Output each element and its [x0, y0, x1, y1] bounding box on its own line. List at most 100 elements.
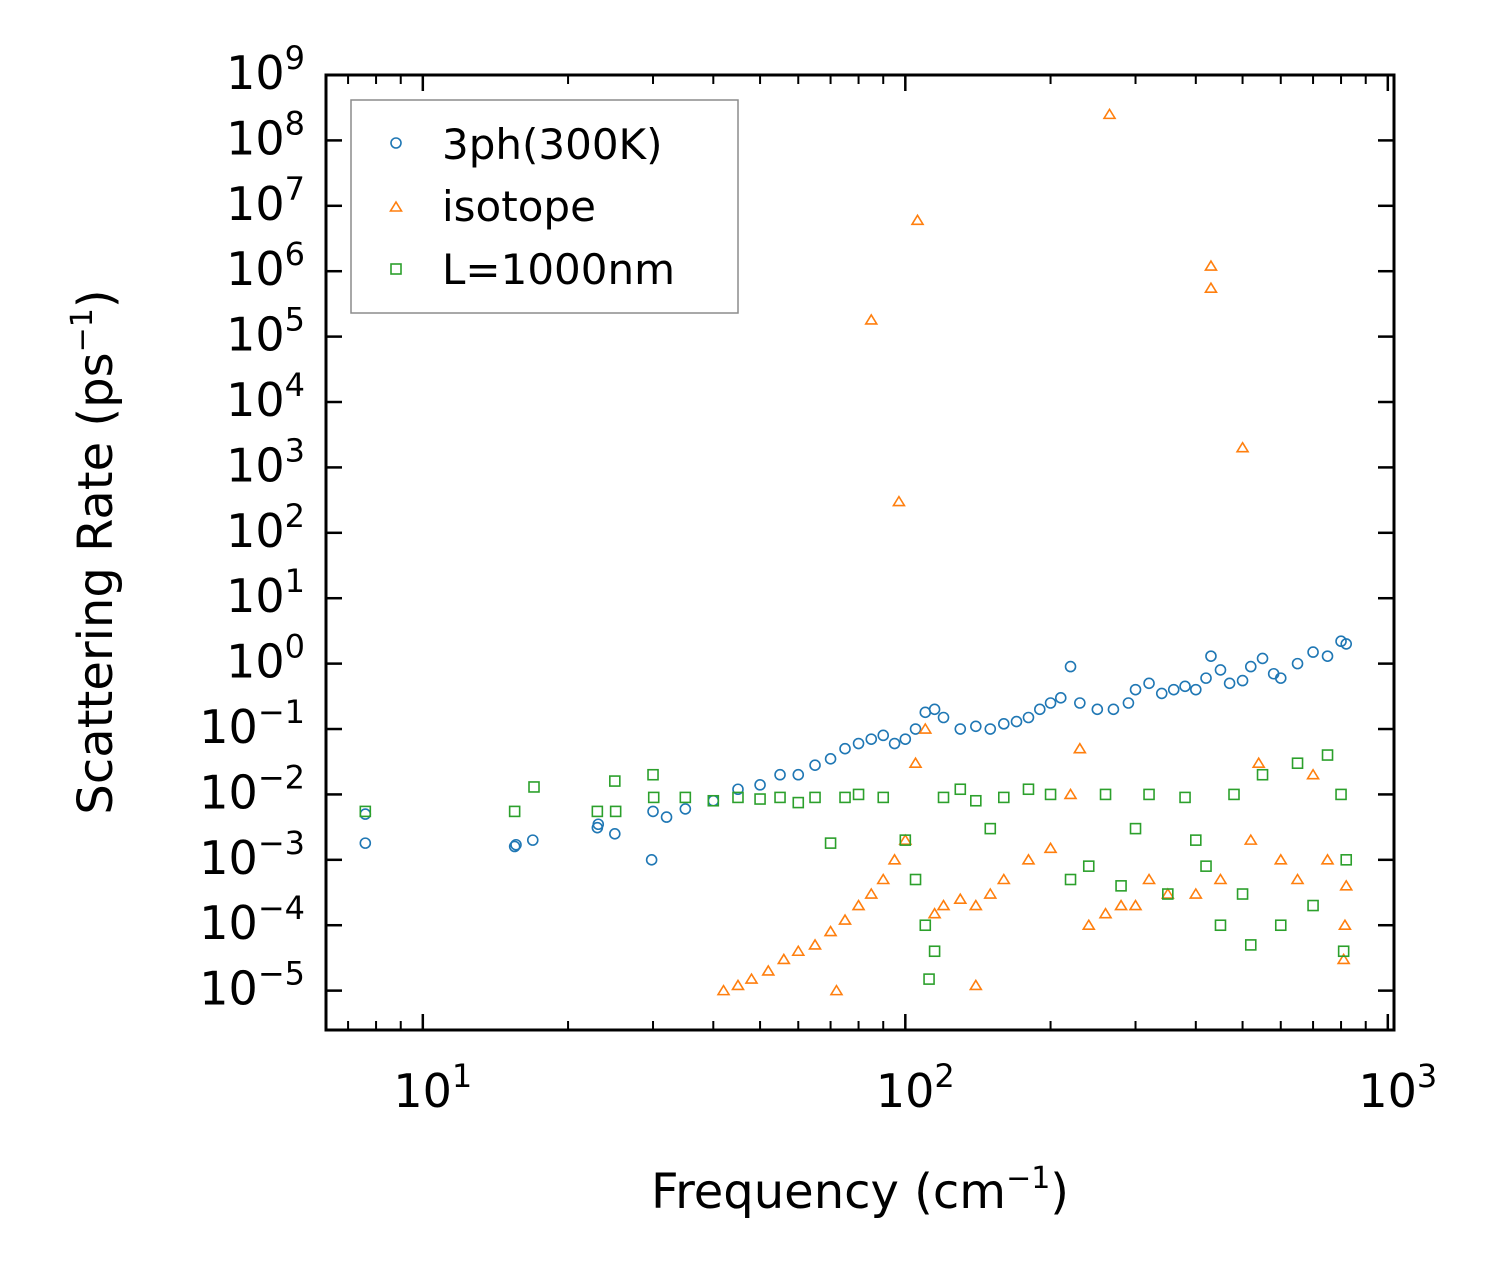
point-square [609, 805, 622, 818]
point-circle [1034, 703, 1046, 716]
point-triangle [1273, 853, 1288, 865]
point-circle [359, 837, 372, 849]
point-circle [1122, 697, 1135, 709]
x-tick-exp: 2 [934, 1057, 954, 1095]
point-triangle [864, 887, 879, 899]
y-tick-exp: 7 [285, 170, 305, 208]
point-square [1179, 791, 1191, 804]
legend-marker-square-icon [390, 263, 402, 275]
y-tick-base: 10 [199, 831, 258, 885]
y-tick-label: 102 [226, 497, 305, 558]
legend-label-3ph: 3ph(300K) [442, 120, 662, 169]
point-square [923, 973, 935, 985]
point-square [1244, 939, 1257, 951]
point-triangle [1306, 768, 1320, 780]
point-square [647, 768, 659, 781]
y-tick-exp: −1 [258, 693, 305, 731]
point-square [1162, 888, 1174, 900]
point-triangle [908, 756, 923, 769]
y-tick-exp: 9 [285, 39, 305, 77]
point-triangle [1072, 742, 1087, 754]
point-circle [1074, 697, 1086, 709]
legend-box [350, 99, 739, 314]
point-square [1337, 945, 1350, 958]
x-tick-exp: 1 [452, 1057, 472, 1095]
point-square [1143, 788, 1155, 801]
point-circle [909, 723, 922, 735]
point-circle [510, 838, 522, 851]
point-triangle [731, 978, 745, 991]
point-triangle [1243, 833, 1258, 845]
point-square [877, 791, 890, 804]
legend-item-3ph: 3ph(300K) [390, 120, 662, 169]
y-tick-labels: 10−510−410−310−210−110010110210310410510… [199, 39, 305, 1016]
y-tick-exp: 0 [285, 628, 305, 666]
point-square [591, 805, 604, 818]
point-circle [1200, 672, 1212, 684]
x-tick-label: 101 [393, 1057, 472, 1118]
y-tick-base: 10 [199, 700, 258, 754]
point-circle [679, 803, 692, 815]
x-tick-label: 103 [1358, 1057, 1437, 1118]
y-tick-label: 104 [226, 366, 305, 427]
point-square [754, 793, 766, 805]
point-triangle [838, 913, 852, 925]
point-circle [508, 840, 521, 853]
point-circle [754, 779, 766, 791]
point-square [984, 822, 997, 835]
y-tick-exp: 6 [285, 235, 305, 273]
point-triangle [851, 899, 866, 911]
point-triangle [823, 925, 838, 937]
point-circle [865, 733, 878, 745]
point-square [839, 791, 851, 804]
point-triangle [953, 892, 968, 904]
major-ticks [326, 73, 1394, 1030]
point-square [1190, 834, 1202, 846]
series-circle [359, 635, 1353, 866]
y-tick-label: 10−3 [199, 824, 305, 885]
legend-item-l1000nm: L=1000nm [390, 245, 675, 294]
y-tick-exp: 3 [285, 431, 305, 469]
point-circle [970, 720, 982, 733]
point-circle [1256, 652, 1269, 665]
point-triangle [864, 313, 879, 325]
point-circle [1274, 672, 1287, 684]
point-square [1335, 788, 1347, 801]
y-tick-base: 10 [199, 962, 258, 1016]
y-tick-base: 10 [226, 46, 285, 100]
legend-label-l1000nm: L=1000nm [442, 245, 675, 294]
y-tick-exp: 1 [285, 562, 305, 600]
point-square [508, 805, 521, 818]
point-circle [1167, 683, 1180, 696]
point-circle [1214, 664, 1227, 676]
point-circle [792, 768, 805, 781]
point-triangle [983, 887, 998, 899]
point-square [1064, 873, 1077, 886]
point-triangle [1204, 259, 1218, 271]
y-axis-title-tail: ) [68, 289, 124, 308]
point-circle [937, 711, 950, 724]
y-tick-label: 10−4 [199, 889, 305, 950]
point-square [909, 873, 922, 886]
legend-marker-circle-icon [390, 137, 402, 149]
point-square [1274, 919, 1287, 932]
point-square [919, 919, 932, 932]
point-triangle [1338, 918, 1352, 931]
y-axis-title-base: Scattering Rate (ps [68, 352, 124, 814]
plot-frame [324, 73, 1396, 1032]
point-triangle [1235, 441, 1250, 453]
y-tick-base: 10 [226, 111, 285, 165]
y-tick-exp: −2 [258, 758, 305, 796]
point-square [852, 788, 865, 801]
point-circle [1129, 683, 1142, 696]
point-square [1099, 788, 1112, 801]
point-triangle [1081, 918, 1096, 931]
point-triangle [1188, 887, 1203, 899]
y-tick-base: 10 [226, 438, 285, 492]
x-axis-title-tail: ) [1050, 1164, 1069, 1220]
y-axis-title-sup: −1 [65, 308, 100, 352]
point-circle [1143, 677, 1155, 690]
x-axis-title-base: Frequency (cm [651, 1164, 1006, 1220]
y-tick-exp: −4 [258, 889, 305, 927]
point-triangle [1098, 907, 1113, 919]
